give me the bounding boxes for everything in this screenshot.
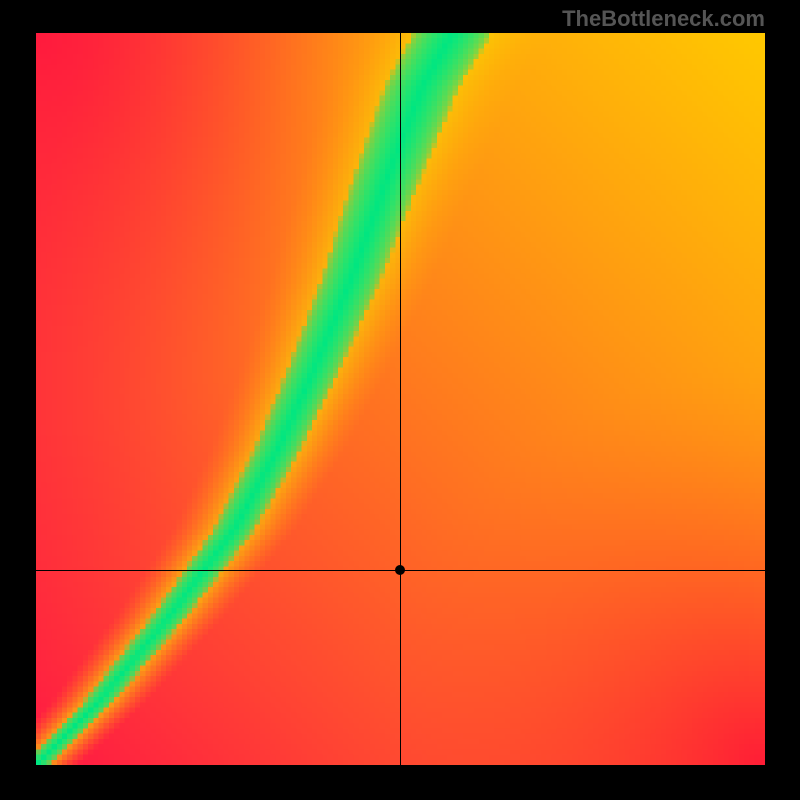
chart-container: TheBottleneck.com [0, 0, 800, 800]
marker-dot [395, 565, 405, 575]
watermark-text: TheBottleneck.com [562, 6, 765, 32]
crosshair-vertical [400, 33, 401, 765]
